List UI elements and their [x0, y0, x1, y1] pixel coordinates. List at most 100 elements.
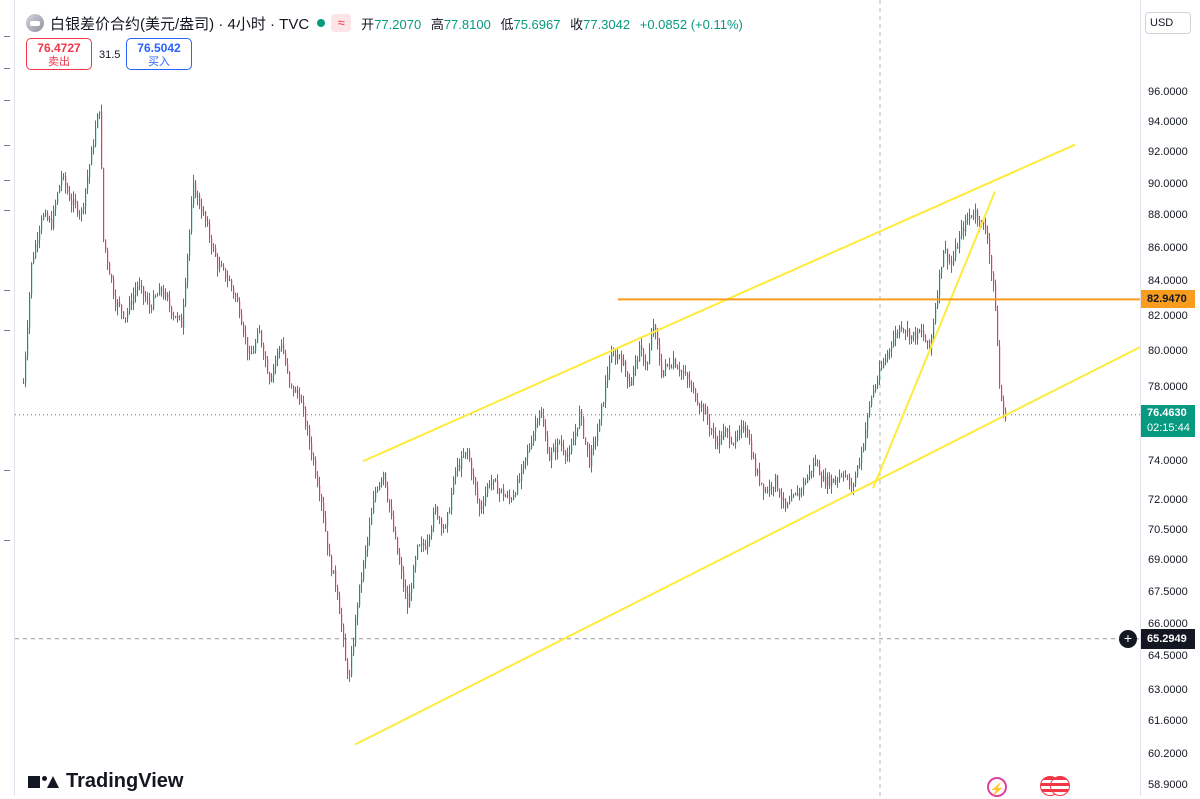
candle-body	[593, 441, 595, 449]
plus-circle-icon[interactable]: +	[1119, 629, 1137, 648]
candle-body	[75, 199, 77, 204]
candle-body	[979, 219, 981, 225]
candle-body	[103, 168, 105, 240]
tradingview-logo-icon	[28, 774, 60, 790]
candle-body	[867, 414, 869, 430]
candle-body	[269, 373, 271, 382]
candle-body	[569, 452, 571, 455]
candle-body	[613, 353, 615, 355]
candle-body	[31, 262, 33, 295]
candle-body	[57, 192, 59, 204]
candle-body	[783, 498, 785, 501]
candle-body	[829, 475, 831, 487]
candle-body	[881, 367, 883, 369]
candle-body	[733, 443, 735, 445]
currency-select[interactable]: USD	[1145, 12, 1191, 34]
price-tick-label: 64.5000	[1148, 650, 1188, 663]
candle-body	[383, 472, 385, 480]
flash-icon[interactable]: ⚡	[987, 777, 1007, 797]
candle-body	[849, 477, 851, 487]
candle-body	[437, 507, 439, 519]
candle-body	[685, 373, 687, 375]
buy-button[interactable]: 76.5042 买入	[126, 38, 192, 70]
candle-body	[817, 462, 819, 464]
candle-body	[25, 355, 27, 384]
candle-body	[953, 257, 955, 265]
candle-body	[417, 545, 419, 559]
candle-body	[885, 358, 887, 362]
candle-body	[713, 431, 715, 434]
candle-body	[353, 643, 355, 654]
candle-body	[241, 314, 243, 325]
candle-body	[803, 481, 805, 490]
candle-body	[999, 345, 1001, 387]
candle-body	[971, 215, 973, 217]
candle-body	[663, 370, 665, 377]
candle-body	[331, 556, 333, 574]
candle-body	[993, 273, 995, 285]
candle-body	[253, 351, 255, 354]
candle-body	[759, 470, 761, 483]
candle-body	[677, 366, 679, 370]
candle-body	[359, 584, 361, 606]
candle-body	[581, 411, 583, 419]
candle-body	[505, 496, 507, 498]
candle-body	[647, 363, 649, 365]
candle-body	[905, 330, 907, 333]
toolbar-tick	[4, 540, 10, 541]
candle-body	[757, 470, 759, 474]
candle-body	[797, 493, 799, 497]
candle-body	[183, 304, 185, 328]
candle-body	[217, 256, 219, 269]
candle-body	[529, 447, 531, 451]
candle-body	[609, 362, 611, 374]
candle-body	[69, 192, 71, 201]
candle-body	[637, 359, 639, 362]
price-axis[interactable]	[1140, 0, 1200, 796]
candle-body	[163, 291, 165, 298]
chart-area[interactable]	[15, 0, 1140, 796]
us-flag-icon[interactable]	[1040, 776, 1070, 796]
candle-body	[303, 402, 305, 409]
candle-body	[121, 304, 123, 312]
price-tick-label: 60.2000	[1148, 748, 1188, 761]
price-tick-label: 80.0000	[1148, 344, 1188, 357]
candle-body	[123, 311, 125, 318]
candle-body	[83, 205, 85, 210]
tradingview-logo[interactable]: TradingView	[28, 770, 183, 793]
candle-body	[43, 215, 45, 219]
symbol-title[interactable]: 白银差价合约(美元/盎司) · 4小时 · TVC	[50, 15, 310, 33]
price-chart[interactable]	[15, 0, 1140, 796]
candle-body	[777, 475, 779, 490]
candle-body	[339, 595, 341, 614]
candle-body	[711, 428, 713, 432]
candle-body	[897, 332, 899, 334]
candle-body	[937, 295, 939, 308]
candle-body	[827, 475, 829, 486]
approx-badge[interactable]: ≈	[331, 14, 352, 32]
candle-body	[913, 332, 915, 336]
toolbar-tick	[4, 68, 10, 69]
candle-body	[931, 335, 933, 351]
last-price-tag: 76.4630 02:15:44	[1141, 404, 1195, 437]
candle-body	[603, 402, 605, 406]
candle-body	[109, 263, 111, 275]
candle-body	[341, 613, 343, 627]
candle-body	[883, 361, 885, 368]
candle-body	[697, 400, 699, 405]
candle-body	[751, 440, 753, 458]
price-tick-label: 84.0000	[1148, 275, 1188, 288]
candle-body	[789, 501, 791, 504]
candle-body	[115, 295, 117, 308]
candle-body	[727, 429, 729, 432]
candle-body	[1001, 386, 1003, 401]
candle-body	[425, 545, 427, 549]
candle-body	[171, 307, 173, 316]
sell-button[interactable]: 76.4727 卖出	[26, 38, 92, 70]
candle-body	[237, 296, 239, 302]
candle-body	[453, 477, 455, 494]
candle-body	[681, 371, 683, 373]
candle-body	[633, 367, 635, 379]
candle-body	[967, 219, 969, 221]
ohlc-open-value: 77.2070	[374, 16, 422, 32]
